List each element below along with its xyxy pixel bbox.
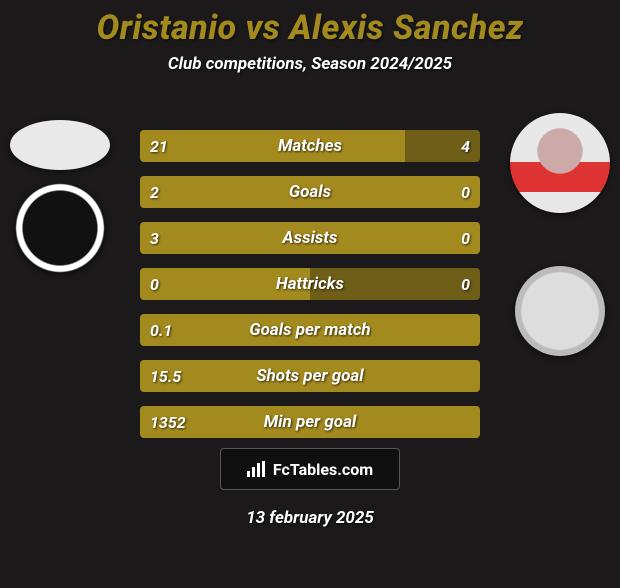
stat-row: 00Hattricks [140, 268, 480, 300]
site-logo: FcTables.com [220, 448, 400, 490]
comparison-bars: 214Matches 20Goals 30Assists 00Hattricks 0.1… [140, 130, 480, 452]
page-title: Oristanio vs Alexis Sanchez [0, 8, 620, 48]
stat-label: Assists [140, 222, 480, 254]
player2-club-badge [515, 266, 605, 356]
player1-avatar [10, 120, 110, 170]
season-subtitle: Club competitions, Season 2024/2025 [0, 54, 620, 74]
player1-club-badge [15, 183, 105, 273]
stat-row: 20Goals [140, 176, 480, 208]
player2-avatar [510, 113, 610, 213]
stat-label: Shots per goal [140, 360, 480, 392]
stat-row: 1352Min per goal [140, 406, 480, 438]
chart-icon [247, 461, 267, 477]
stat-label: Hattricks [140, 268, 480, 300]
stat-label: Goals [140, 176, 480, 208]
stat-row: 30Assists [140, 222, 480, 254]
stat-label: Min per goal [140, 406, 480, 438]
stat-label: Matches [140, 130, 480, 162]
stat-label: Goals per match [140, 314, 480, 346]
footer-date: 13 february 2025 [0, 508, 620, 528]
stat-row: 214Matches [140, 130, 480, 162]
stat-row: 0.1Goals per match [140, 314, 480, 346]
stat-row: 15.5Shots per goal [140, 360, 480, 392]
site-logo-text: FcTables.com [273, 460, 373, 479]
